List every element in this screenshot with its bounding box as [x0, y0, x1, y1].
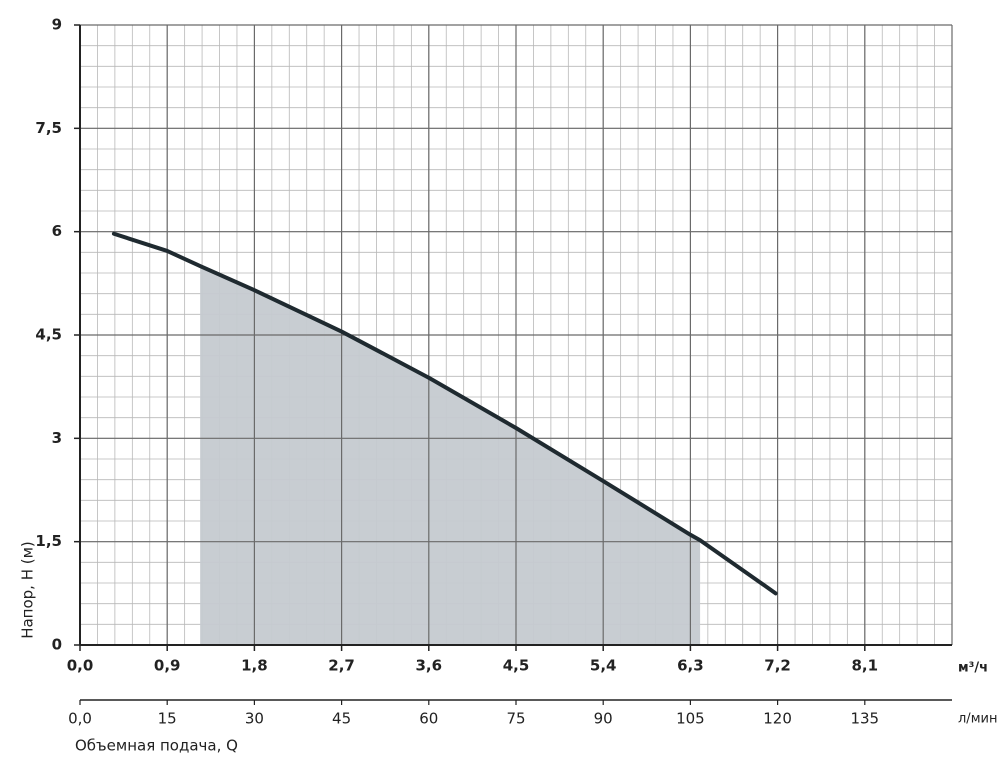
x2-tick-label: 90 — [594, 710, 613, 728]
x2-tick-label: 30 — [245, 710, 264, 728]
x2-tick-label: 0,0 — [68, 710, 92, 728]
shaded-area — [200, 266, 701, 645]
x2-tick-label: 105 — [676, 710, 705, 728]
x-tick-label: 2,7 — [328, 657, 355, 675]
x-axis-label: Объемная подача, Q — [75, 737, 238, 755]
x2-unit: л/мин — [958, 712, 997, 727]
x-tick-label: 5,4 — [590, 657, 617, 675]
x-tick-label: 6,3 — [677, 657, 704, 675]
y-tick-label: 0 — [52, 636, 62, 654]
y-tick-label: 3 — [52, 429, 62, 447]
x2-tick-label: 120 — [763, 710, 792, 728]
x2-tick-label: 15 — [158, 710, 177, 728]
x-tick-label: 0,9 — [154, 657, 181, 675]
y-tick-label: 9 — [52, 16, 62, 34]
x-unit: м³/ч — [958, 661, 988, 676]
x-tick-label: 7,2 — [764, 657, 791, 675]
x-tick-label: 3,6 — [416, 657, 443, 675]
x-tick-label: 8,1 — [852, 657, 879, 675]
y-tick-label: 1,5 — [35, 532, 62, 550]
x2-tick-label: 60 — [419, 710, 438, 728]
curve — [111, 231, 778, 596]
y-tick-label: 6 — [52, 222, 62, 240]
y-axis-label: Напор, H (м) — [19, 541, 37, 639]
x-tick-label: 4,5 — [503, 657, 530, 675]
x-tick-label: 0,0 — [67, 657, 94, 675]
x-tick-label: 1,8 — [241, 657, 268, 675]
x2-tick-label: 135 — [850, 710, 879, 728]
y-tick-label: 7,5 — [35, 119, 62, 137]
x2-tick-label: 45 — [332, 710, 351, 728]
x2-tick-label: 75 — [506, 710, 525, 728]
y-tick-label: 4,5 — [35, 326, 62, 344]
